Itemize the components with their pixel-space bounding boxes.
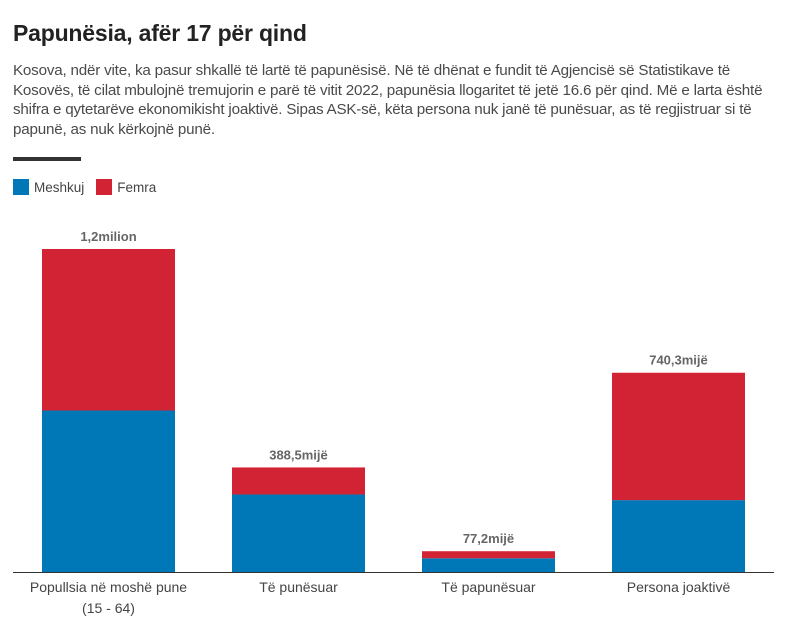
total-label-2: 388,5mijë — [269, 447, 328, 462]
legend-item-femra: Femra — [96, 179, 156, 195]
total-label-4: 740,3mijë — [649, 353, 708, 368]
chart-subtitle: Kosova, ndër vite, ka pasur shkallë të l… — [13, 62, 763, 138]
legend-swatch-meshkuj — [13, 179, 29, 195]
legend-label-femra: Femra — [117, 179, 157, 195]
bar-femra-3 — [422, 551, 555, 559]
bar-meshkuj-2 — [232, 494, 365, 572]
legend-label-meshkuj: Meshkuj — [34, 179, 85, 195]
legend-swatch-femra — [96, 179, 113, 195]
legend-item-meshkuj: Meshkuj — [13, 179, 84, 195]
total-label-1: 1,2milion — [80, 229, 136, 244]
bar-femra-1 — [42, 249, 175, 411]
legend: Meshkuj Femra — [13, 179, 168, 195]
category-label-1: Popullsia në moshë pune (15 - 64) — [30, 579, 187, 616]
bar-femra-2 — [232, 467, 365, 495]
bar-femra-4 — [612, 372, 745, 501]
bar-meshkuj-4 — [612, 500, 745, 572]
title-divider — [13, 157, 81, 161]
total-label-3: 77,2mijë — [463, 531, 514, 546]
bar-meshkuj-1 — [42, 410, 175, 572]
chart-title: Papunësia, afër 17 për qind — [13, 20, 307, 46]
category-label-4: Persona joaktivë — [627, 579, 731, 595]
category-label-2: Të punësuar — [259, 579, 338, 595]
bar-meshkuj-3 — [422, 558, 555, 572]
category-label-3: Të papunësuar — [441, 579, 536, 595]
